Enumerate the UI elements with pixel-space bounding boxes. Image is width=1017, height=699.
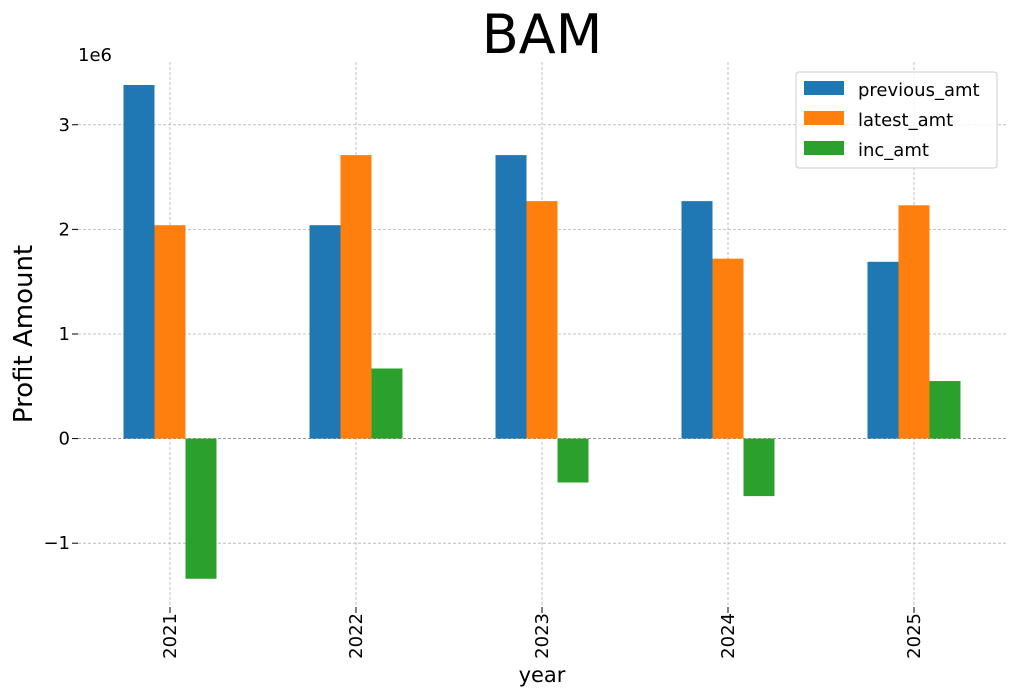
legend-frame [795,71,998,169]
legend-swatch-previous-amt [804,81,844,95]
bar-inc-amt-2022 [371,368,403,439]
bar-inc-amt-2025 [929,381,961,439]
bar-latest-amt-2022 [340,155,372,439]
y-tick-label: 0 [59,429,70,450]
bar-previous-amt-2025 [867,261,899,439]
legend-label-inc-amt: inc_amt [858,140,929,161]
legend-label-latest-amt: latest_amt [858,110,953,131]
legend-swatch-inc-amt [804,141,844,155]
bar-latest-amt-2024 [712,258,744,439]
x-tick-label: 2022 [346,613,367,659]
x-tick-label: 2021 [160,613,181,659]
y-tick-label: −1 [43,533,70,554]
bar-latest-amt-2023 [526,201,558,439]
legend-swatch-latest-amt [804,111,844,125]
legend: previous_amt latest_amt inc_amt [795,71,998,169]
bar-latest-amt-2025 [898,205,930,439]
bar-previous-amt-2022 [309,225,341,439]
bars [123,85,961,579]
x-tick-label: 2025 [904,613,925,659]
bar-previous-amt-2021 [123,85,155,439]
bar-previous-amt-2023 [495,155,527,439]
x-tick-label: 2023 [532,613,553,659]
y-axis-offset-label: 1e6 [78,45,112,66]
y-axis-label: Profit Amount [9,245,39,423]
bar-previous-amt-2024 [681,201,713,439]
x-axis-label: year [519,663,566,687]
y-tick-label: 2 [59,219,70,240]
bar-inc-amt-2024 [743,438,775,497]
y-tick-label: 3 [59,115,70,136]
chart-title: BAM [482,3,603,66]
bar-inc-amt-2023 [557,438,589,483]
bar-inc-amt-2021 [185,438,217,579]
axes: −1 0 1 2 3 2021 2022 2023 2024 2025 [43,115,925,659]
bar-latest-amt-2021 [154,225,186,439]
y-tick-label: 1 [59,324,70,345]
legend-label-previous-amt: previous_amt [858,80,980,101]
x-tick-label: 2024 [718,613,739,659]
